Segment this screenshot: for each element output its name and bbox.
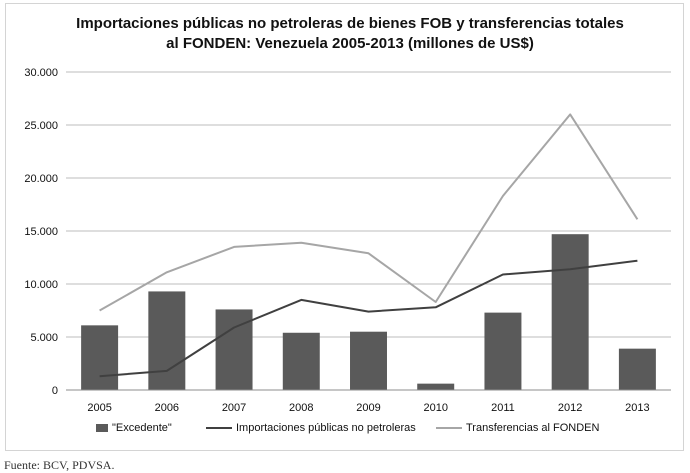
chart-title: Importaciones públicas no petroleras de … — [40, 14, 660, 54]
legend-label-importaciones: Importaciones públicas no petroleras — [236, 422, 416, 434]
legend-item-fonden: Transferencias al FONDEN — [436, 422, 599, 434]
legend-item-importaciones: Importaciones públicas no petroleras — [206, 422, 416, 434]
bar — [618, 348, 656, 390]
x-tick-label: 2005 — [87, 402, 111, 414]
legend-swatch-importaciones — [206, 427, 232, 430]
x-tick-label: 2012 — [558, 402, 582, 414]
x-tick-label: 2008 — [289, 402, 313, 414]
x-tick-label: 2007 — [222, 402, 246, 414]
axis-layer: 0 5.000 10.000 15.000 20.000 25.000 30.000 2005… — [24, 67, 671, 414]
legend-swatch-fonden — [436, 427, 462, 430]
y-tick-label: 30.000 — [24, 67, 58, 79]
bar — [148, 291, 186, 390]
x-tick-label: 2010 — [423, 402, 447, 414]
y-tick-label: 15.000 — [24, 226, 58, 238]
legend-swatch-excedente — [96, 424, 108, 433]
y-tick-label: 20.000 — [24, 173, 58, 185]
bar — [551, 234, 589, 390]
x-tick-label: 2009 — [356, 402, 380, 414]
bar — [484, 312, 522, 390]
bar — [81, 325, 119, 390]
y-tick-label: 5.000 — [30, 332, 58, 344]
footer-source: Fuente: BCV, PDVSA. — [4, 458, 115, 472]
bar — [417, 383, 455, 390]
line-layer — [99, 113, 639, 378]
series-line — [99, 113, 639, 312]
legend-label-excedente: "Excedente" — [112, 422, 172, 434]
legend-item-excedente: "Excedente" — [96, 422, 172, 434]
chart-title-line-2: al FONDEN: Venezuela 2005-2013 (millones… — [166, 35, 534, 52]
x-tick-label: 2013 — [625, 402, 649, 414]
y-tick-label: 0 — [52, 385, 58, 397]
bar — [350, 331, 387, 390]
x-tick-label: 2006 — [155, 402, 179, 414]
y-tick-label: 10.000 — [24, 279, 58, 291]
bar — [282, 332, 320, 390]
series-line — [99, 259, 638, 378]
chart-title-line-1: Importaciones públicas no petroleras de … — [76, 15, 624, 32]
x-tick-label: 2011 — [491, 402, 515, 414]
legend-label-fonden: Transferencias al FONDEN — [466, 422, 600, 434]
y-tick-label: 25.000 — [24, 120, 58, 132]
